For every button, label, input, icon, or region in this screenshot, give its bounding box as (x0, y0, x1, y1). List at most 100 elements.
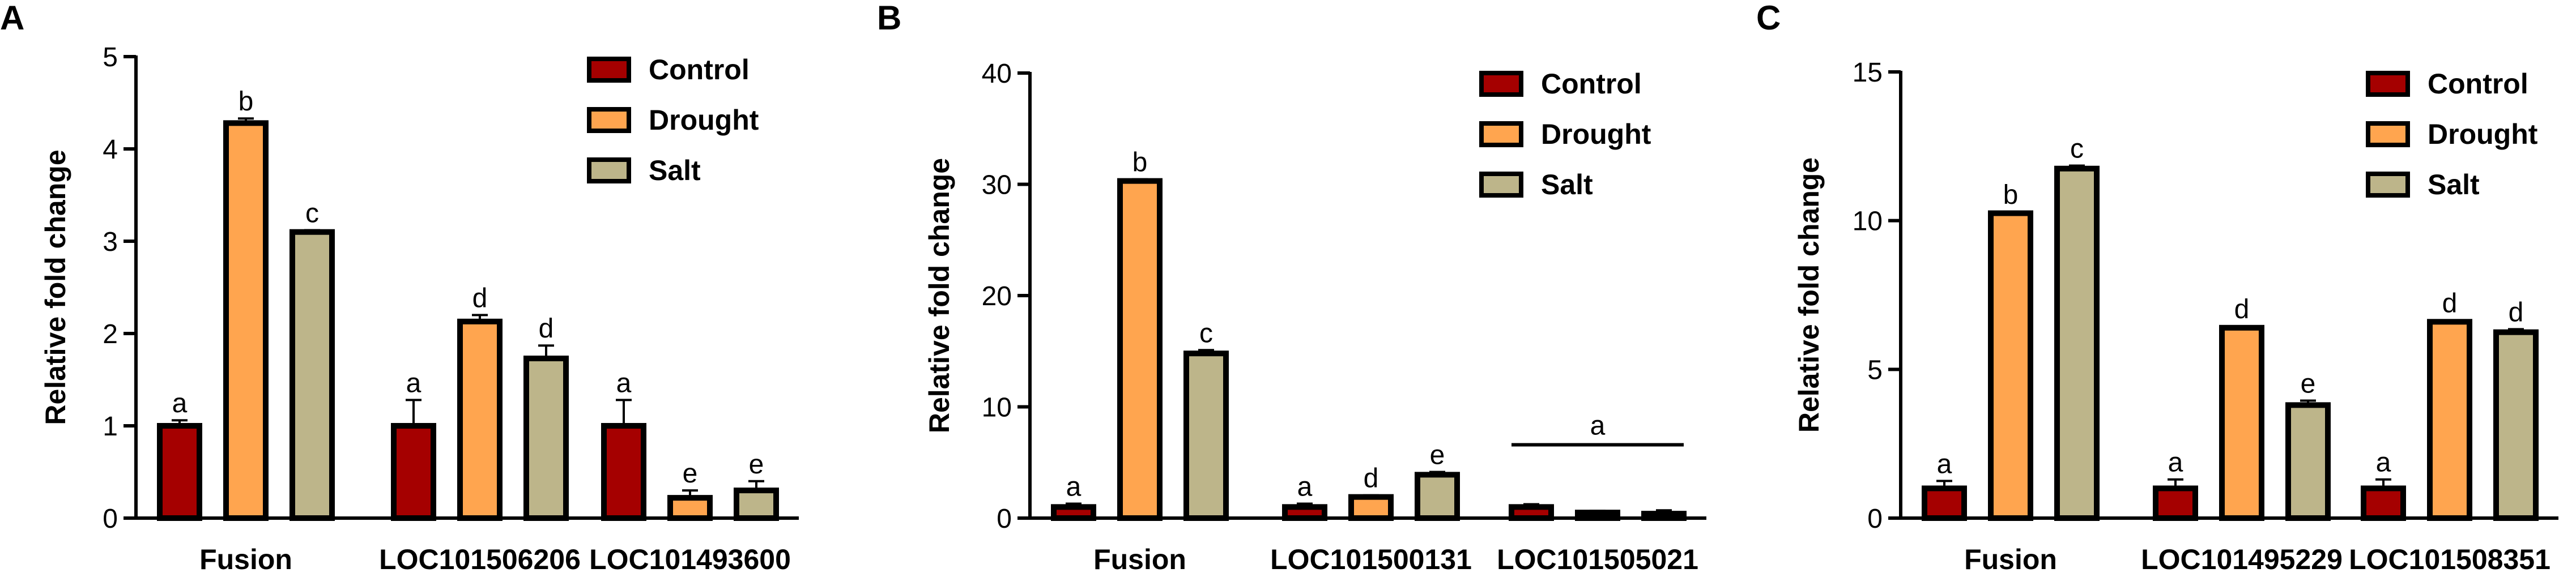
legend-label: Control (2428, 68, 2528, 100)
bar-salt (523, 356, 569, 521)
bar-salt (734, 488, 779, 521)
legend-swatch-control (1479, 71, 1523, 97)
bar-control (2361, 485, 2406, 522)
bar-salt (2054, 165, 2100, 521)
significance-letter: c (305, 198, 319, 228)
bar-control (1282, 504, 1327, 521)
y-tick-label: 4 (103, 135, 118, 165)
legend-swatch-salt (587, 157, 631, 183)
bar-salt (1415, 472, 1460, 521)
x-tick-label: LOC101506206 (379, 544, 581, 575)
x-tick-label: Fusion (1093, 544, 1186, 575)
panel-label: B (877, 0, 901, 37)
significance-letter: d (472, 283, 488, 313)
bar-drought (667, 495, 713, 522)
x-tick-label: LOC101493600 (589, 544, 791, 575)
y-tick-label: 1 (103, 412, 118, 442)
x-tick-label: LOC101500131 (1270, 544, 1472, 575)
x-tick-label: LOC101505021 (1497, 544, 1698, 575)
legend-swatch-drought (2366, 121, 2410, 147)
legend-label: Control (649, 54, 750, 86)
significance-letter: b (1132, 148, 1148, 178)
legend-label: Drought (1541, 118, 1651, 150)
bar-control (1509, 504, 1554, 521)
significance-letter: d (2234, 294, 2250, 324)
x-tick-label: LOC101495229 (2141, 544, 2343, 575)
bar-drought (1575, 510, 1620, 521)
y-tick-label: 20 (982, 281, 1012, 311)
significance-letter: b (2003, 180, 2019, 210)
significance-letter: a (2376, 448, 2391, 478)
bar-salt (289, 229, 335, 521)
y-axis-label: Relative fold change (40, 149, 71, 425)
y-tick-label: 0 (103, 504, 118, 534)
bar-salt (2285, 402, 2331, 522)
bar-salt (1641, 511, 1687, 522)
bar-drought (1988, 210, 2033, 521)
significance-letter: a (1297, 472, 1313, 502)
y-tick-label: 10 (1853, 207, 1883, 237)
bar-drought (1348, 494, 1394, 521)
legend-label: Salt (649, 155, 701, 186)
bar-control (1922, 485, 1967, 522)
bar-drought (223, 120, 269, 522)
legend-swatch-control (587, 57, 631, 83)
significance-letter: d (539, 314, 554, 344)
x-tick-label: LOC101508351 (2349, 544, 2551, 575)
y-tick-label: 15 (1853, 58, 1883, 88)
significance-letter: d (2509, 297, 2524, 327)
legend-label: Salt (1541, 169, 1593, 200)
significance-letter: e (1430, 440, 1445, 470)
legend-swatch-drought (587, 107, 631, 133)
significance-letter: c (2070, 134, 2084, 164)
significance-letter: a (406, 368, 421, 398)
significance-letter: e (2301, 369, 2316, 399)
significance-letter: b (239, 87, 254, 117)
bar-control (1051, 504, 1096, 521)
x-tick-label: Fusion (1964, 544, 2057, 575)
y-tick-label: 30 (982, 170, 1012, 200)
significance-letter: a (1066, 472, 1082, 502)
legend-label: Drought (2428, 118, 2538, 150)
y-tick-label: 40 (982, 59, 1012, 89)
panel-label: C (1756, 0, 1781, 37)
significance-letter: e (683, 459, 698, 489)
significance-letter: c (1199, 318, 1213, 348)
significance-letter: a (2168, 448, 2183, 478)
bar-drought (1117, 178, 1163, 522)
y-tick-label: 2 (103, 319, 118, 349)
significance-letter: d (1364, 464, 1379, 494)
y-axis-label: Relative fold change (1793, 157, 1825, 433)
chart-panel-c: C Relative fold change 0 5 10 15 a a a b d d c e d Fusi… (1756, 0, 2558, 575)
legend-label: Drought (649, 104, 759, 136)
bar-control (2153, 485, 2198, 522)
y-tick-label: 3 (103, 227, 118, 257)
bar-salt (2493, 329, 2539, 522)
y-tick-label: 5 (1867, 355, 1883, 385)
significance-letter: a (616, 368, 632, 398)
legend-label: Salt (2428, 169, 2480, 200)
y-axis-label: Relative fold change (923, 158, 955, 433)
bar-control (601, 423, 646, 521)
group-annotation-letter: a (1590, 411, 1606, 441)
bar-drought (2219, 324, 2264, 522)
bar-drought (2427, 319, 2472, 522)
y-tick-label: 0 (1867, 504, 1883, 534)
legend-swatch-salt (1479, 172, 1523, 198)
bar-salt (1183, 351, 1229, 521)
bar-control (391, 423, 436, 521)
legend-swatch-salt (2366, 172, 2410, 198)
y-tick-label: 5 (103, 42, 118, 72)
significance-letter: a (172, 388, 188, 418)
y-tick-label: 10 (982, 393, 1012, 423)
bar-drought (457, 318, 503, 521)
legend-swatch-control (2366, 71, 2410, 97)
x-tick-label: Fusion (199, 544, 292, 575)
chart-panel-a: A Relative fold change 0 1 2 3 4 5 a a a b d e c d e Fusi… (0, 0, 799, 575)
significance-letter: e (749, 450, 764, 480)
y-tick-label: 0 (997, 504, 1012, 534)
panel-label: A (0, 0, 24, 37)
legend-label: Control (1541, 68, 1642, 100)
bar-control (157, 423, 202, 521)
